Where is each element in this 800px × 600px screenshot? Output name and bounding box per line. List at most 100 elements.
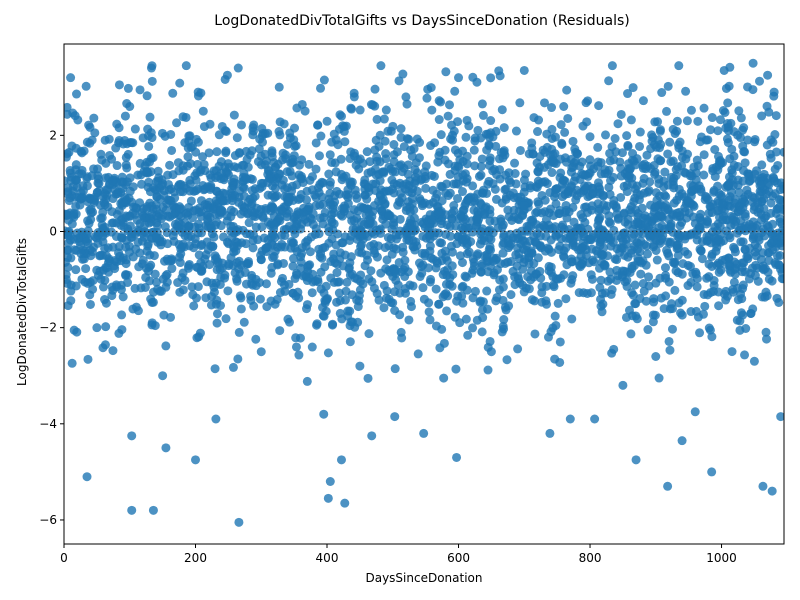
data-point [425, 315, 435, 325]
data-point [311, 164, 321, 174]
data-point [302, 186, 312, 196]
data-point [764, 274, 774, 284]
data-point [142, 168, 152, 178]
data-point [478, 224, 488, 234]
data-point [337, 204, 347, 214]
data-point [364, 183, 374, 193]
data-point [94, 179, 104, 189]
data-point [622, 281, 632, 291]
data-point [665, 345, 675, 355]
data-point [64, 278, 72, 288]
data-point [702, 236, 712, 246]
data-point [278, 148, 288, 158]
data-point [410, 178, 420, 188]
data-point [622, 187, 632, 197]
data-point [437, 324, 447, 334]
data-point [737, 267, 747, 277]
data-point [651, 142, 661, 152]
data-point [437, 182, 447, 192]
data-point [743, 135, 753, 145]
data-point [300, 270, 310, 280]
data-point [636, 269, 646, 279]
data-point [661, 192, 671, 202]
data-point [499, 324, 509, 334]
data-point [319, 311, 329, 321]
data-point [210, 364, 220, 374]
data-point [351, 190, 361, 200]
data-point [740, 244, 750, 254]
data-point [677, 161, 687, 171]
data-point [671, 171, 681, 181]
data-point [715, 115, 725, 125]
data-point [737, 294, 747, 304]
data-point [754, 191, 764, 201]
y-axis-label: LogDonatedDivTotalGifts [15, 238, 29, 386]
data-point [496, 147, 506, 157]
data-point [763, 70, 773, 80]
data-point [677, 269, 687, 279]
data-point [376, 268, 386, 278]
data-point [716, 190, 726, 200]
data-point [649, 232, 659, 242]
data-point [323, 493, 333, 503]
data-point [751, 260, 761, 270]
data-point [464, 121, 474, 131]
data-point [370, 101, 380, 111]
data-point [167, 145, 177, 155]
data-point [403, 160, 413, 170]
data-point [681, 86, 691, 96]
data-point [486, 73, 496, 83]
data-point [335, 254, 345, 264]
data-point [169, 187, 179, 197]
data-point [290, 123, 300, 133]
data-point [147, 76, 157, 86]
data-point [670, 285, 680, 295]
data-point [316, 83, 326, 93]
data-point [389, 157, 399, 167]
data-point [269, 220, 279, 230]
data-point [390, 364, 400, 374]
data-point [229, 228, 239, 238]
data-point [69, 245, 79, 255]
data-point [644, 272, 654, 282]
data-point [412, 134, 422, 144]
data-point [404, 315, 414, 325]
data-point [180, 275, 190, 285]
data-point [282, 183, 292, 193]
data-point [764, 248, 774, 258]
data-point [569, 217, 579, 227]
data-point [638, 178, 648, 188]
data-point [276, 242, 286, 252]
data-point [363, 255, 373, 265]
data-point [477, 259, 487, 269]
data-point [226, 253, 236, 263]
data-point [566, 182, 576, 192]
data-point [777, 268, 784, 278]
data-point [383, 233, 393, 243]
data-point [66, 253, 76, 263]
data-point [212, 265, 222, 275]
data-point [294, 209, 304, 219]
data-point [727, 165, 737, 175]
data-point [650, 167, 660, 177]
data-point [587, 205, 597, 215]
data-point [312, 319, 322, 329]
data-point [431, 193, 441, 203]
data-point [146, 63, 156, 73]
data-point [594, 101, 604, 111]
data-point [678, 259, 688, 269]
data-point [627, 245, 637, 255]
data-point [191, 186, 201, 196]
data-point [692, 155, 702, 165]
data-point [401, 92, 411, 102]
data-point [641, 222, 651, 232]
data-point [447, 120, 457, 130]
data-point [705, 325, 715, 335]
data-point [416, 262, 426, 272]
data-point [612, 255, 622, 265]
data-point [677, 189, 687, 199]
data-point [364, 329, 374, 339]
data-point [154, 173, 164, 183]
data-point [98, 207, 108, 217]
data-point [551, 184, 561, 194]
